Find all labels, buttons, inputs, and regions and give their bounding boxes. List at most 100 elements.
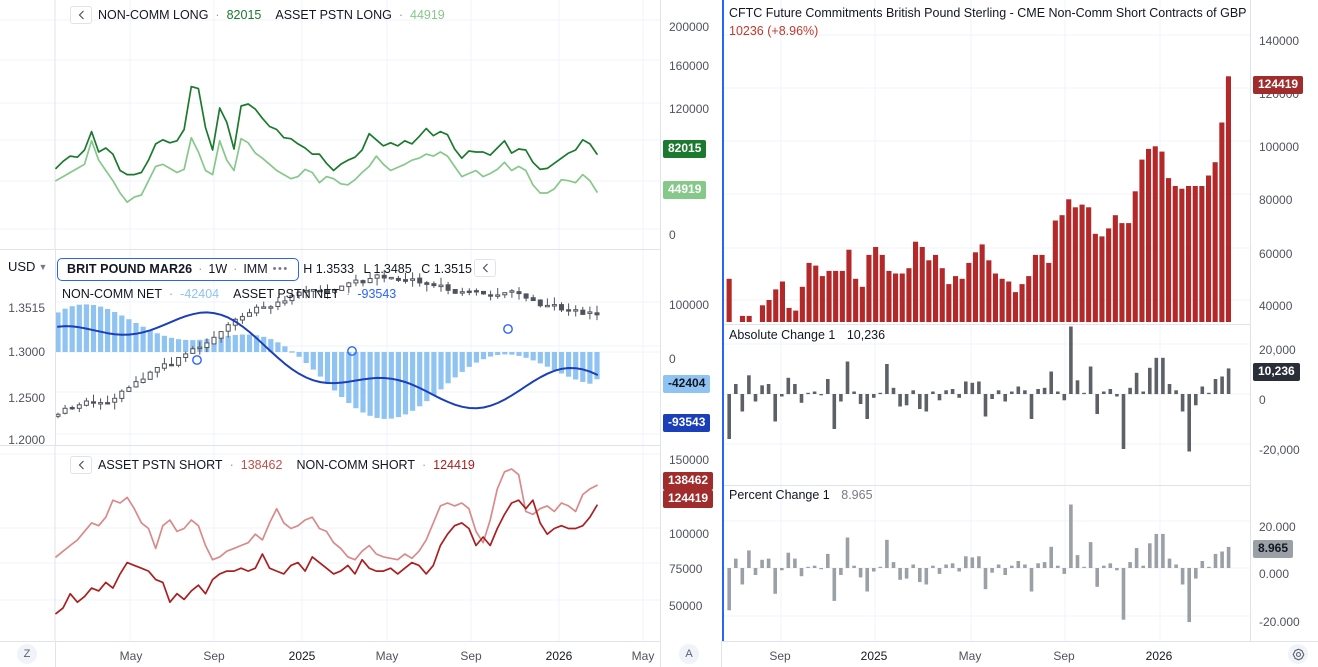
pane-nav-left-button-net[interactable] bbox=[474, 259, 496, 277]
pane-net bbox=[0, 250, 660, 445]
left-price-axis-divider bbox=[55, 250, 56, 445]
absolute-change-label: Absolute Change 1 bbox=[729, 328, 836, 342]
time-tick: Sep bbox=[203, 649, 225, 663]
pane-divider[interactable] bbox=[724, 485, 1250, 486]
cftc-bar-plot bbox=[724, 0, 1250, 324]
price-tag-percent-change: 8.965 bbox=[1253, 540, 1294, 559]
chevron-left-icon bbox=[482, 263, 488, 273]
right-time-axis[interactable]: Sep 2025 May Sep 2026 bbox=[722, 641, 1318, 667]
axis-tick: 50000 bbox=[669, 599, 703, 613]
legend-net: NON-COMM NET · -42404 ASSET PSTN NET · -… bbox=[62, 287, 396, 301]
time-axis-divider bbox=[660, 641, 661, 667]
auto-scale-button-right[interactable]: A bbox=[679, 644, 699, 664]
time-tick: 2026 bbox=[1145, 649, 1173, 663]
legend-long: NON-COMM LONG · 82015 ASSET PSTN LONG · … bbox=[70, 6, 445, 24]
price-tag-asset-pstn-net: -93543 bbox=[663, 414, 711, 433]
right-pane-percent-change bbox=[724, 486, 1250, 641]
axis-tick: 150000 bbox=[669, 453, 710, 467]
pane-divider[interactable] bbox=[0, 445, 660, 446]
ohlc-low: L 1.3485 bbox=[363, 262, 412, 276]
workspace-divider bbox=[660, 0, 661, 641]
series-name-non-comm-net[interactable]: NON-COMM NET bbox=[62, 287, 162, 301]
left-time-axis[interactable]: May Sep 2025 May Sep 2026 May bbox=[0, 641, 660, 667]
series-name-non-comm-short[interactable]: NON-COMM SHORT bbox=[296, 458, 415, 472]
absolute-change-title[interactable]: Absolute Change 1 10,236 bbox=[729, 328, 885, 342]
axis-tick: 20,000 bbox=[1259, 343, 1296, 357]
price-tag-non-comm-short: 124419 bbox=[663, 490, 714, 509]
axis-tick: 80000 bbox=[1259, 193, 1293, 207]
currency-selector[interactable]: USD ▼ bbox=[8, 259, 47, 274]
time-tick: May bbox=[119, 649, 143, 663]
axis-tick: 1.2500 bbox=[8, 391, 45, 405]
right-pane-quote: 10236 (+8.96%) bbox=[729, 24, 819, 38]
time-axis-divider bbox=[55, 641, 56, 667]
long-plot bbox=[0, 0, 660, 249]
axis-tick: -20,000 bbox=[1259, 443, 1300, 457]
axis-tick: 200000 bbox=[669, 20, 710, 34]
pane-short bbox=[0, 446, 660, 641]
axis-tick: 1.3000 bbox=[8, 345, 45, 359]
short-plot bbox=[0, 446, 660, 641]
time-tick: May bbox=[631, 649, 655, 663]
price-tag-absolute-change: 10,236 bbox=[1253, 363, 1300, 382]
symbol-more-options-icon[interactable]: ••• bbox=[272, 263, 289, 275]
percent-change-plot bbox=[724, 486, 1250, 641]
chevron-down-icon: ▼ bbox=[38, 261, 48, 272]
pane-nav-left-button-short[interactable] bbox=[70, 456, 92, 474]
series-name-asset-pstn-net[interactable]: ASSET PSTN NET bbox=[233, 287, 340, 301]
settings-icon[interactable] bbox=[1288, 644, 1308, 664]
price-tag-non-comm-net: -42404 bbox=[663, 375, 711, 394]
axis-tick: 140000 bbox=[1259, 34, 1300, 48]
pane-divider[interactable] bbox=[0, 249, 660, 250]
ohlc-close: C 1.3515 bbox=[421, 262, 472, 276]
chevron-left-icon bbox=[78, 460, 84, 470]
time-tick: May bbox=[375, 649, 399, 663]
axis-tick: 100000 bbox=[1259, 140, 1300, 154]
price-tag-cftc-short: 124419 bbox=[1253, 76, 1304, 95]
series-name-non-comm-long[interactable]: NON-COMM LONG bbox=[98, 8, 209, 22]
pane-nav-left-button-long[interactable] bbox=[70, 6, 92, 24]
axis-tick: 0 bbox=[669, 228, 676, 242]
symbol-interval[interactable]: 1W bbox=[208, 262, 228, 276]
right-pane-value-axis[interactable]: 140000 120000 124419 100000 80000 60000 … bbox=[1251, 0, 1318, 641]
time-tick: May bbox=[958, 649, 982, 663]
series-value-asset-pstn-long: 44919 bbox=[410, 8, 445, 22]
ohlc-high: H 1.3533 bbox=[303, 262, 355, 276]
symbol-session: IMM bbox=[243, 262, 268, 276]
axis-tick: 75000 bbox=[669, 562, 703, 576]
axis-tick: 0 bbox=[1259, 393, 1266, 407]
time-tick: Sep bbox=[1053, 649, 1075, 663]
axis-tick: -20.000 bbox=[1259, 615, 1300, 629]
left-pane-price-axis[interactable]: 1.3515 1.3000 1.2500 1.2000 bbox=[0, 250, 55, 447]
legend-separator: · bbox=[398, 8, 403, 22]
time-tick: Sep bbox=[769, 649, 791, 663]
axis-tick: 20.000 bbox=[1259, 520, 1296, 534]
series-value-asset-pstn-short: 138462 bbox=[240, 458, 283, 472]
right-pane-title[interactable]: CFTC Future Commitments British Pound St… bbox=[729, 6, 1247, 20]
axis-tick: 1.3515 bbox=[8, 301, 45, 315]
axis-tick: 1.2000 bbox=[8, 433, 45, 447]
right-axis-divider bbox=[1250, 0, 1251, 641]
symbol-separator: · bbox=[233, 262, 238, 276]
series-value-non-comm-net: -42404 bbox=[180, 287, 220, 301]
legend-separator: · bbox=[229, 458, 234, 472]
left-pane-value-axis[interactable]: 200000 160000 120000 82015 44919 0 10000… bbox=[661, 0, 722, 641]
symbol-search-box[interactable]: BRIT POUND MAR26 · 1W · IMM ••• bbox=[57, 258, 299, 281]
series-name-asset-pstn-short[interactable]: ASSET PSTN SHORT bbox=[98, 458, 223, 472]
percent-change-title[interactable]: Percent Change 1 8.965 bbox=[729, 488, 873, 502]
axis-tick: 100000 bbox=[669, 527, 710, 541]
axis-tick: 0 bbox=[669, 352, 676, 366]
time-tick: Sep bbox=[460, 649, 482, 663]
right-pane-main-chart bbox=[724, 0, 1250, 324]
axis-tick: 0.000 bbox=[1259, 567, 1290, 581]
axis-tick: 60000 bbox=[1259, 247, 1293, 261]
settings-icon bbox=[1292, 648, 1304, 660]
series-name-asset-pstn-long[interactable]: ASSET PSTN LONG bbox=[275, 8, 392, 22]
symbol-name: BRIT POUND MAR26 bbox=[67, 262, 193, 276]
pane-divider[interactable] bbox=[724, 324, 1250, 325]
series-value-non-comm-long: 82015 bbox=[226, 8, 262, 22]
time-tick: 2025 bbox=[288, 649, 316, 663]
timezone-button[interactable]: Z bbox=[17, 644, 37, 664]
time-tick: 2025 bbox=[860, 649, 888, 663]
